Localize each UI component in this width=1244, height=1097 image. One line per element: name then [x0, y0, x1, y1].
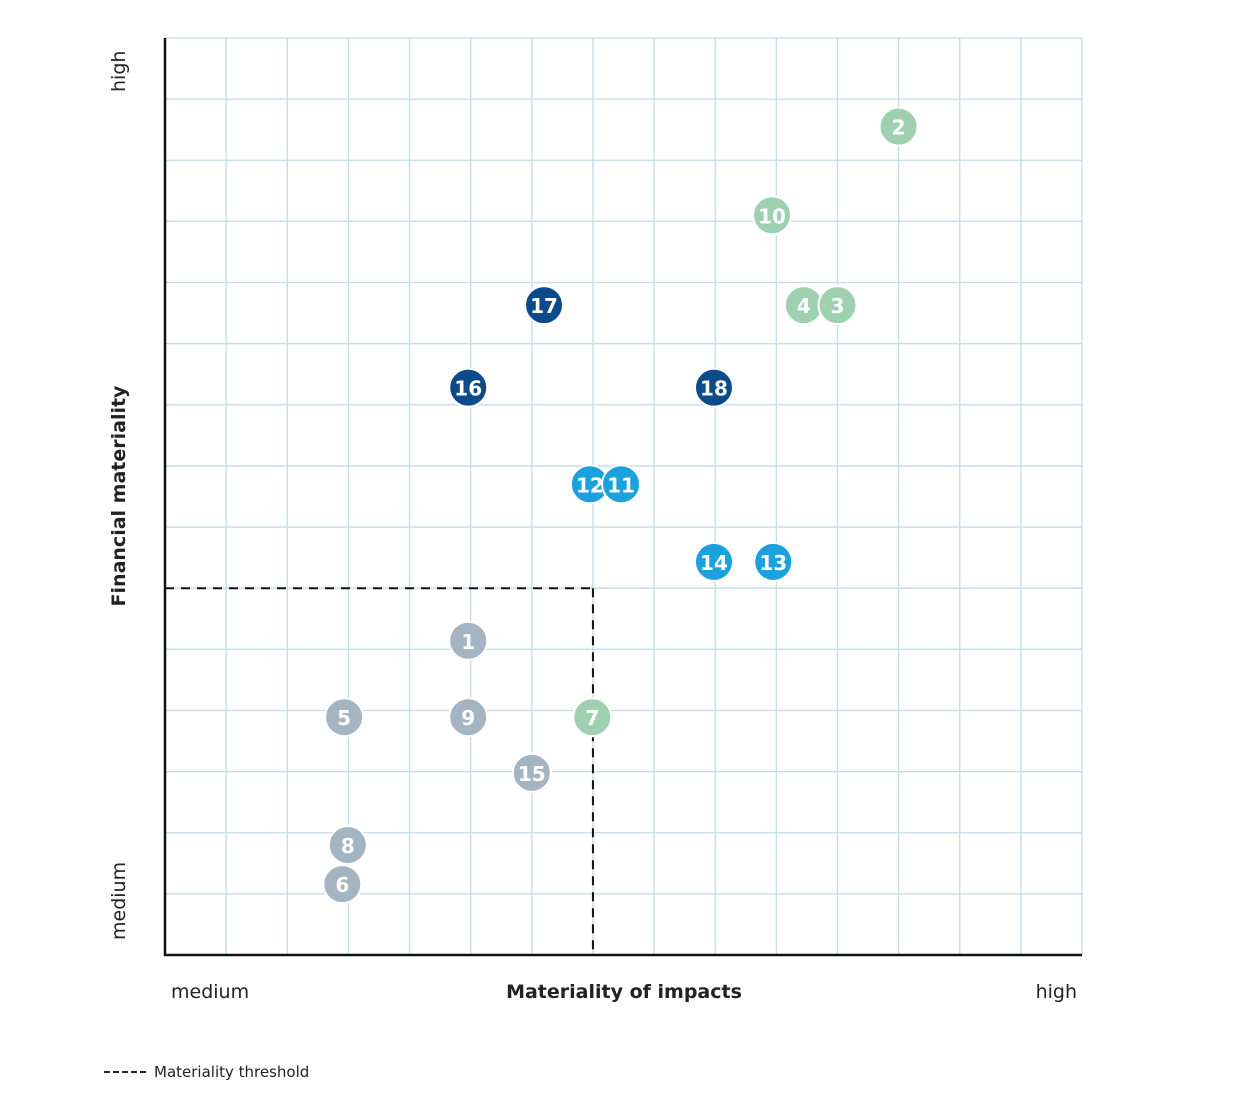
data-point-9: 9	[448, 697, 489, 738]
point-label: 13	[759, 551, 787, 575]
data-point-17: 17	[524, 285, 565, 326]
point-marker	[752, 195, 793, 236]
point-marker	[327, 824, 368, 865]
point-label: 11	[607, 473, 635, 497]
point-marker	[878, 106, 919, 147]
point-label: 14	[700, 551, 728, 575]
data-point-12: 12	[569, 464, 610, 505]
data-point-4: 4	[783, 285, 824, 326]
point-label: 12	[576, 473, 604, 497]
data-point-13: 13	[753, 541, 794, 582]
x-tick-high: high	[1036, 981, 1077, 1003]
axes	[163, 38, 1082, 957]
point-marker	[448, 697, 489, 738]
point-marker	[753, 541, 794, 582]
point-label: 7	[585, 706, 599, 730]
data-point-7: 7	[572, 697, 613, 738]
point-label: 16	[454, 377, 482, 401]
point-marker	[448, 620, 489, 661]
point-label: 17	[530, 294, 558, 318]
legend-threshold-label: Materiality threshold	[154, 1063, 310, 1081]
point-marker	[448, 367, 489, 408]
data-point-6: 6	[322, 864, 363, 905]
data-point-10: 10	[752, 195, 793, 236]
data-point-16: 16	[448, 367, 489, 408]
data-point-3: 3	[817, 285, 858, 326]
point-label: 9	[461, 706, 475, 730]
point-label: 10	[758, 204, 786, 228]
data-point-15: 15	[511, 752, 552, 793]
data-point-2: 2	[878, 106, 919, 147]
point-marker	[524, 285, 565, 326]
point-marker	[693, 367, 734, 408]
y-tick-low: medium	[108, 862, 130, 940]
point-label: 2	[892, 116, 906, 140]
point-marker	[572, 697, 613, 738]
legend: Materiality threshold	[104, 1063, 309, 1081]
point-marker	[693, 541, 734, 582]
point-marker	[601, 464, 642, 505]
point-marker	[817, 285, 858, 326]
point-label: 4	[797, 294, 811, 318]
x-tick-low: medium	[171, 981, 249, 1003]
data-point-11: 11	[601, 464, 642, 505]
point-label: 1	[461, 630, 475, 654]
point-label: 5	[337, 706, 351, 730]
dashed-line-swatch	[104, 1071, 146, 1073]
x-axis-label: Materiality of impacts	[506, 981, 742, 1003]
point-label: 18	[700, 377, 728, 401]
data-point-1: 1	[448, 620, 489, 661]
y-tick-high: high	[108, 51, 130, 92]
y-axis-label: Financial materiality	[108, 385, 130, 606]
point-label: 3	[831, 294, 845, 318]
data-point-14: 14	[693, 541, 734, 582]
point-marker	[322, 864, 363, 905]
point-marker	[324, 697, 365, 738]
point-label: 15	[518, 762, 546, 786]
data-point-5: 5	[324, 697, 365, 738]
data-point-8: 8	[327, 824, 368, 865]
materiality-threshold-line	[165, 587, 594, 955]
point-marker	[511, 752, 552, 793]
point-label: 8	[341, 834, 355, 858]
data-point-18: 18	[693, 367, 734, 408]
point-label: 6	[335, 873, 349, 897]
